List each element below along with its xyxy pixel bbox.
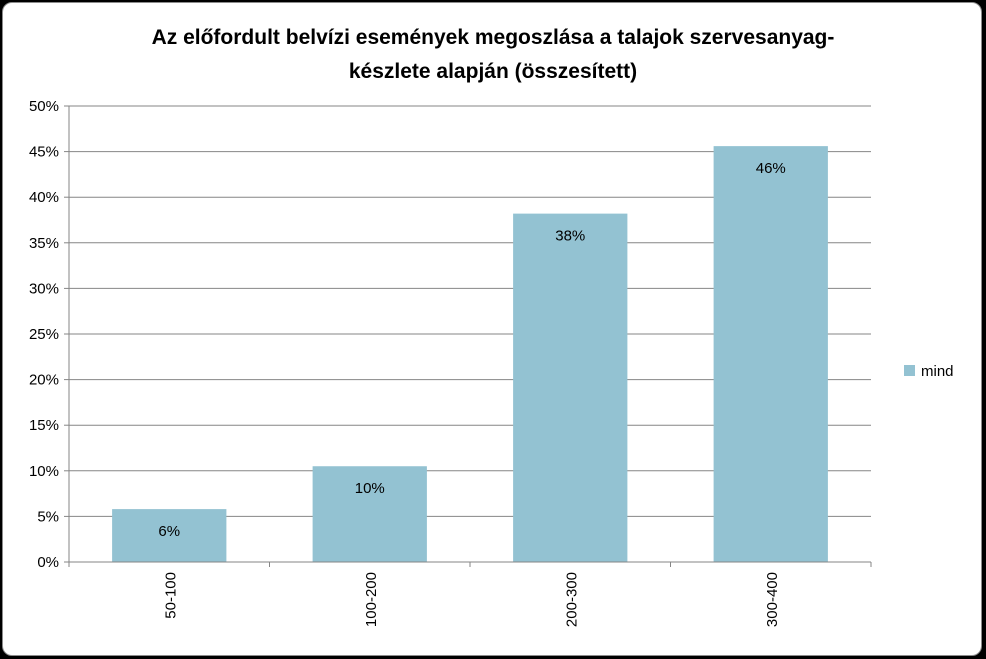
chart-title-line-2: készlete alapján (összesített) [348, 60, 638, 83]
bar [513, 213, 628, 562]
bar [112, 509, 227, 562]
chart-plot: 6% 10% 38% 46% 0% 5% 10% 15% 20% 25% 30% 35% 40% 45%… [29, 98, 954, 627]
chart-title: Az előfordult belvízi események megoszlá… [63, 21, 923, 89]
data-label: 6% [158, 523, 180, 540]
data-label: 46% [756, 160, 786, 177]
y-tick-label: 15% [29, 417, 59, 434]
legend-swatch [904, 365, 915, 376]
y-tick-label: 0% [37, 554, 59, 571]
y-tick-label: 5% [37, 508, 59, 525]
legend-label: mind [921, 363, 954, 380]
bar [713, 146, 828, 563]
y-tick-label: 45% [29, 144, 59, 161]
chart-title-line-1: Az előfordult belvízi események megoszlá… [151, 26, 835, 49]
y-tick-label: 25% [29, 326, 59, 343]
x-tick-label: 300-400 [764, 572, 781, 627]
y-tick-label: 30% [29, 280, 59, 297]
y-tick-label: 50% [29, 98, 59, 115]
y-tick-label: 20% [29, 372, 59, 389]
x-tick-label: 100-200 [363, 572, 380, 627]
y-tick-label: 40% [29, 189, 59, 206]
x-tick-label: 200-300 [563, 572, 580, 627]
data-label: 38% [555, 228, 585, 245]
bar [312, 466, 427, 562]
x-tick-label: 50-100 [162, 572, 179, 619]
data-label: 10% [355, 480, 385, 497]
y-tick-label: 10% [29, 463, 59, 480]
y-tick-label: 35% [29, 235, 59, 252]
